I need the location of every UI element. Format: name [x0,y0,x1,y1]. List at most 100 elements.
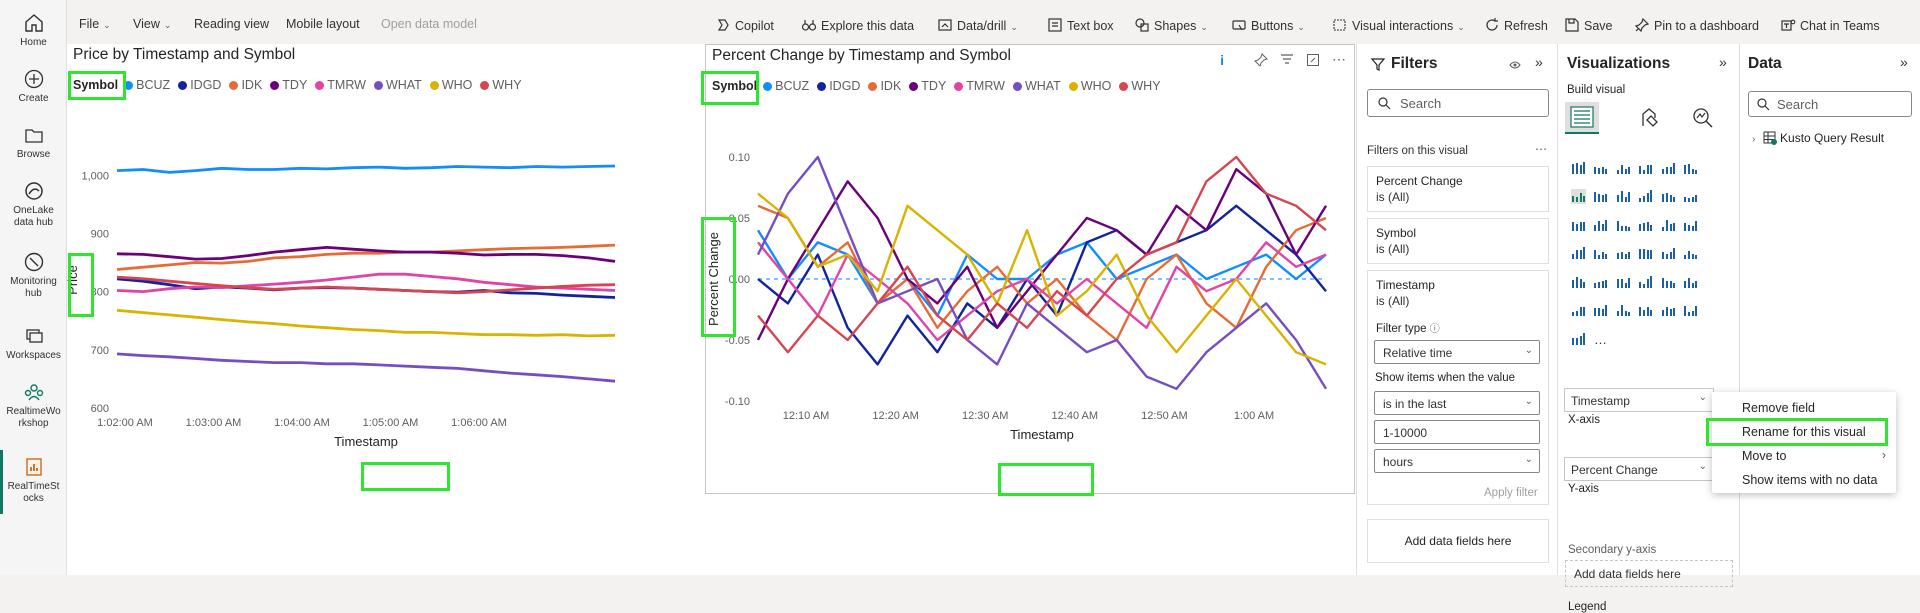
pin-dashboard-button[interactable]: Pin to a dashboard [1634,17,1759,33]
line-column-chart-icon[interactable] [1635,186,1657,208]
file-menu[interactable]: File ⌄ [79,17,111,31]
copilot-button[interactable]: Copilot [715,17,774,33]
100-column-chart-icon[interactable] [1680,157,1702,179]
legend-item[interactable]: WHAT [1012,79,1061,93]
amount-input[interactable]: 1-10000 [1374,420,1540,444]
stacked-bar-chart-icon[interactable] [1567,157,1589,179]
shapes-menu[interactable]: Shapes ⌄ [1134,17,1208,33]
move-to-menu-item[interactable]: Move to › [1712,444,1896,468]
filter-card-percent-change[interactable]: Percent Change is (All) [1367,166,1549,212]
legend-item[interactable]: TDY [270,78,307,92]
filter-type-select[interactable]: Relative time ⌄ [1374,340,1540,364]
decomposition-tree-icon[interactable] [1590,300,1612,322]
yaxis-field-percent-change[interactable]: Percent Change ⌄ [1564,457,1714,481]
more-options-icon[interactable]: ⋯ [1332,51,1346,67]
reading-view-button[interactable]: Reading view [194,17,270,31]
rail-monitoring[interactable]: Monitoring hub [0,251,67,300]
legend-item[interactable]: TMRW [954,79,1005,93]
azure-map-icon[interactable] [1612,243,1634,265]
explore-data-button[interactable]: Explore this data [801,17,914,33]
collapse-data-icon[interactable]: » [1900,54,1908,70]
qa-icon[interactable] [1612,300,1634,322]
unit-select[interactable]: hours ⌄ [1374,449,1540,473]
filter-card-timestamp[interactable]: Timestamp is (All) Filter type ⓘ [1367,270,1549,505]
show-items-no-data-menu-item[interactable]: Show items with no data [1742,473,1878,487]
power-apps-icon[interactable] [1680,300,1702,322]
data-search-input[interactable]: Search [1748,91,1912,117]
info-icon[interactable]: ⓘ [1429,324,1440,335]
legend-item[interactable]: TMRW [315,78,366,92]
rail-browse[interactable]: Browse [0,124,67,161]
legend-item[interactable]: IDGD [817,79,860,93]
remove-field-menu-item[interactable]: Remove field [1742,401,1815,415]
pin-visual-icon[interactable] [1254,52,1268,67]
add-data-fields-filter[interactable]: Add data fields here [1367,519,1549,563]
legend-item[interactable]: WHAT [373,78,422,92]
legend-item[interactable]: WHY [480,78,522,92]
scatter-chart-icon[interactable] [1612,214,1634,236]
percent-change-line-chart[interactable]: Percent Change by Timestamp and Symbol i… [701,44,1355,496]
save-button[interactable]: Save [1564,17,1613,33]
open-data-model-button[interactable]: Open data model [381,17,477,31]
card-icon[interactable] [1657,243,1679,265]
filters-search-input[interactable]: Search [1367,89,1549,117]
gauge-icon[interactable] [1635,243,1657,265]
chevron-down-icon[interactable]: ⌄ [1698,392,1707,403]
xaxis-field-timestamp[interactable]: Timestamp ⌄ [1564,388,1714,412]
refresh-button[interactable]: Refresh [1484,17,1548,33]
line-chart-icon[interactable] [1567,186,1589,208]
legend-item[interactable]: WHO [429,78,472,92]
more-options-icon[interactable]: ⋯ [1535,142,1547,156]
filled-map-icon[interactable] [1590,243,1612,265]
rail-home[interactable]: Home [0,12,67,49]
legend-item[interactable]: IDGD [178,78,221,92]
data-table-item[interactable]: › Kusto Query Result [1752,131,1884,145]
rail-create[interactable]: Create [0,68,67,105]
rail-onelake[interactable]: OneLake data hub [0,180,67,229]
stacked-column-chart-icon[interactable] [1590,157,1612,179]
filter-card-symbol[interactable]: Symbol is (All) [1367,218,1549,264]
build-visual-tab[interactable] [1565,102,1599,134]
pie-chart-icon[interactable] [1635,214,1657,236]
kpi-icon[interactable] [1567,271,1589,293]
data-drill-menu[interactable]: Data/drill ⌄ [937,17,1018,33]
legend-item[interactable]: WHY [1119,79,1161,93]
ribbon-chart-icon[interactable] [1680,186,1702,208]
info-icon[interactable]: i [1220,51,1224,68]
legend-item[interactable]: TDY [909,79,946,93]
waterfall-chart-icon[interactable] [1567,214,1589,236]
legend-item[interactable]: WHO [1068,79,1111,93]
r-visual-icon[interactable] [1657,271,1679,293]
power-automate-icon[interactable] [1567,328,1589,350]
donut-chart-icon[interactable] [1657,214,1679,236]
paginated-report-icon[interactable] [1635,300,1657,322]
rename-for-visual-menu-item[interactable]: Rename for this visual [1742,425,1866,439]
view-menu[interactable]: View ⌄ [133,17,171,31]
focus-mode-icon[interactable] [1306,53,1320,67]
collapse-visualizations-icon[interactable]: » [1719,54,1727,70]
chevron-down-icon[interactable]: ⌄ [1698,461,1707,472]
mobile-layout-button[interactable]: Mobile layout [286,17,360,31]
condition-select[interactable]: is in the last ⌄ [1374,391,1540,415]
key-influencers-icon[interactable] [1567,300,1589,322]
clustered-bar-chart-icon[interactable] [1612,157,1634,179]
treemap-icon[interactable] [1680,214,1702,236]
slicer-icon[interactable] [1590,271,1612,293]
collapse-filters-icon[interactable]: » [1535,54,1543,70]
matrix-icon[interactable] [1635,271,1657,293]
chat-in-teams-button[interactable]: Chat in Teams [1780,17,1880,33]
arcgis-icon[interactable] [1657,300,1679,322]
text-box-button[interactable]: Text box [1047,17,1114,33]
format-visual-icon[interactable] [1637,106,1661,130]
legend-item[interactable]: BCUZ [124,78,170,92]
python-visual-icon[interactable] [1680,271,1702,293]
filter-icon[interactable] [1280,53,1294,67]
more-visuals-icon[interactable]: … [1594,331,1607,347]
rail-workshop[interactable]: RealtimeWo rkshop [0,381,67,430]
legend-item[interactable]: IDK [868,79,901,93]
rail-realtimestocks[interactable]: RealTimeSt ocks [0,456,67,505]
buttons-menu[interactable]: Buttons ⌄ [1231,17,1305,33]
price-line-chart[interactable]: Price by Timestamp and Symbol Symbol BCU… [67,44,699,494]
multi-row-card-icon[interactable] [1680,243,1702,265]
legend-item[interactable]: BCUZ [763,79,809,93]
